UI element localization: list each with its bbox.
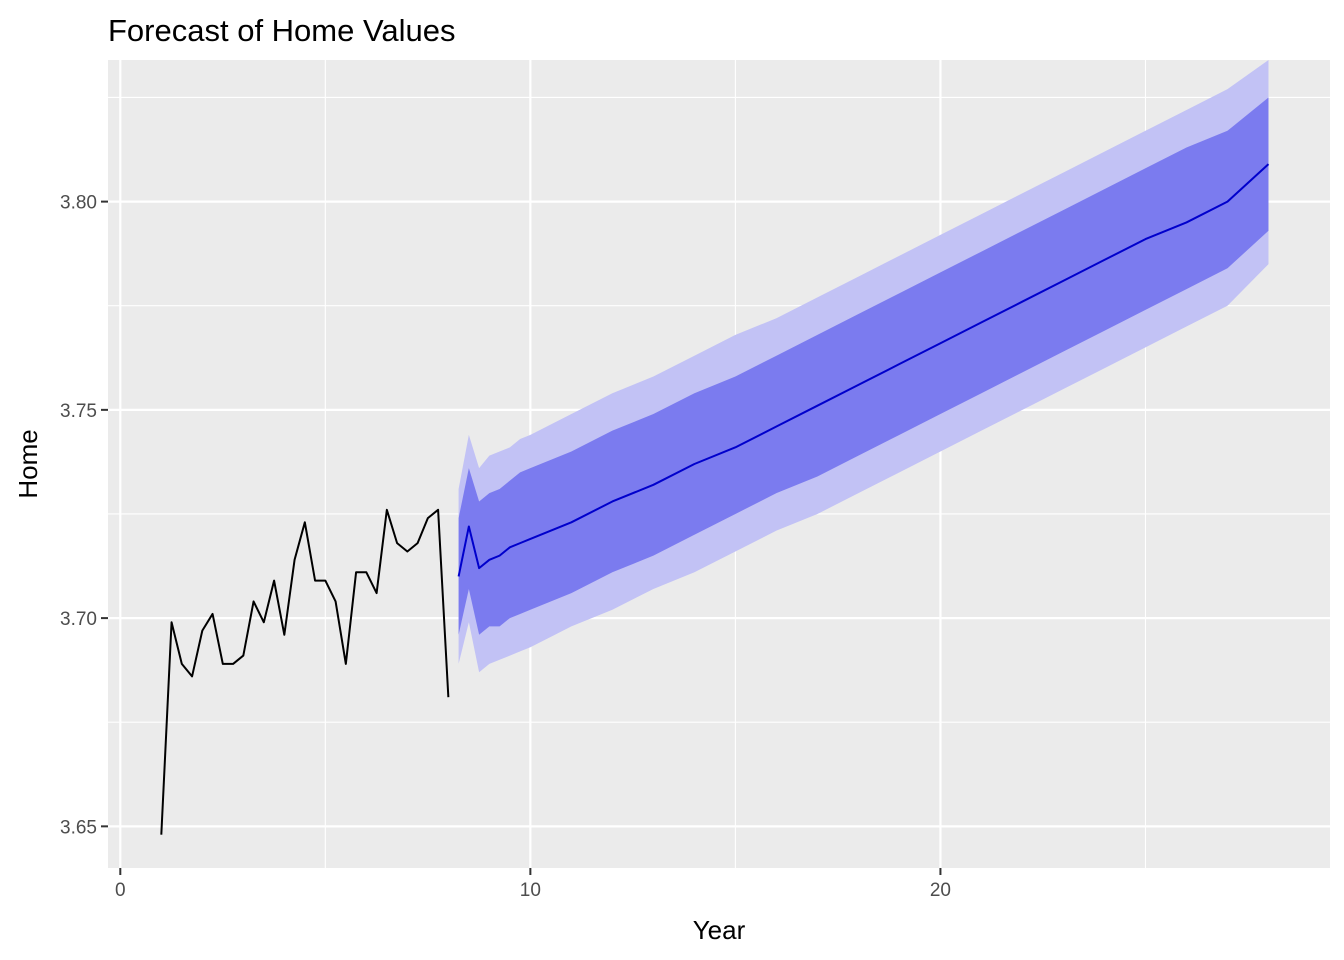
axis-ticks <box>101 200 942 875</box>
y-tick-label: 3.65 <box>60 817 97 838</box>
x-tick-label: 0 <box>115 880 126 901</box>
major-gridlines <box>108 60 1330 868</box>
y-tick-label: 3.70 <box>60 609 97 630</box>
y-axis-tick-labels: 3.65 3.70 3.75 3.80 <box>60 193 97 839</box>
y-axis-title: Home <box>13 429 43 498</box>
x-tick-label: 10 <box>520 880 541 901</box>
x-axis-tick-labels: 0 10 20 <box>115 880 951 901</box>
prediction-intervals <box>458 60 1269 673</box>
interval-80-band <box>458 97 1269 635</box>
chart-title: Forecast of Home Values <box>108 13 455 48</box>
series-lines <box>160 163 1270 835</box>
forecast-line <box>457 163 1270 577</box>
x-tick-label: 20 <box>930 880 951 901</box>
history-line <box>160 508 450 835</box>
y-tick-label: 3.75 <box>60 401 97 422</box>
y-tick-label: 3.80 <box>60 193 97 214</box>
x-axis-title: Year <box>693 915 746 945</box>
